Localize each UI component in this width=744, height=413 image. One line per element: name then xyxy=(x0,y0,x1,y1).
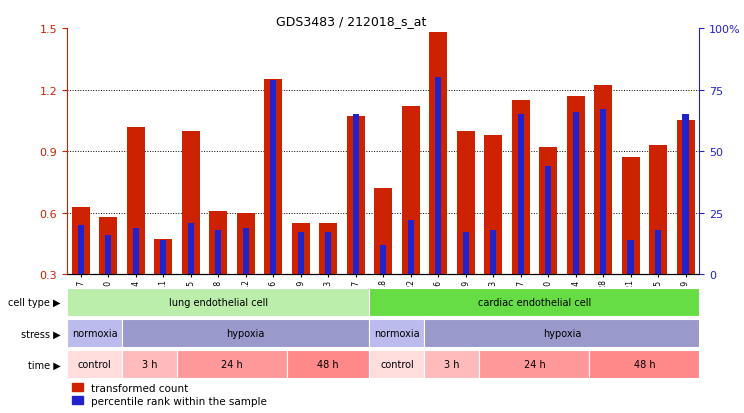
Bar xyxy=(67,289,370,316)
Bar xyxy=(132,228,139,275)
Text: hypoxia: hypoxia xyxy=(226,328,265,339)
Bar xyxy=(518,115,524,275)
Bar xyxy=(370,289,699,316)
Text: 24 h: 24 h xyxy=(221,359,243,370)
Text: normoxia: normoxia xyxy=(71,328,118,339)
Bar xyxy=(243,228,248,275)
Bar xyxy=(71,207,89,275)
Bar xyxy=(594,86,612,275)
Bar xyxy=(435,78,441,275)
Bar xyxy=(370,351,424,378)
Bar xyxy=(545,166,551,275)
Bar xyxy=(682,115,689,275)
Text: 3 h: 3 h xyxy=(141,359,157,370)
Bar xyxy=(67,320,122,347)
Bar xyxy=(677,121,695,275)
Bar xyxy=(589,351,699,378)
Bar xyxy=(627,240,634,275)
Bar xyxy=(539,148,557,275)
Bar xyxy=(99,217,117,275)
Text: 3 h: 3 h xyxy=(444,359,460,370)
Bar xyxy=(490,230,496,275)
Text: 48 h: 48 h xyxy=(318,359,339,370)
Bar xyxy=(479,351,589,378)
Bar xyxy=(287,351,370,378)
Legend: transformed count, percentile rank within the sample: transformed count, percentile rank withi… xyxy=(72,383,267,406)
Bar xyxy=(122,320,370,347)
Bar xyxy=(264,80,282,275)
Bar xyxy=(292,223,310,275)
Text: stress ▶: stress ▶ xyxy=(21,328,61,339)
Bar xyxy=(424,320,699,347)
Bar xyxy=(622,158,640,275)
Bar xyxy=(105,235,112,275)
Bar xyxy=(209,211,227,275)
Bar xyxy=(512,101,530,275)
Text: cardiac endothelial cell: cardiac endothelial cell xyxy=(478,297,591,308)
Bar xyxy=(600,110,606,275)
Bar xyxy=(567,97,585,275)
Bar xyxy=(126,127,144,275)
Bar xyxy=(457,131,475,275)
Bar xyxy=(353,115,359,275)
Bar xyxy=(122,351,177,378)
Bar xyxy=(77,225,84,275)
Bar xyxy=(380,245,386,275)
Bar xyxy=(484,135,502,275)
Text: normoxia: normoxia xyxy=(374,328,420,339)
Bar xyxy=(182,131,199,275)
Bar xyxy=(319,223,337,275)
Bar xyxy=(655,230,661,275)
Bar xyxy=(215,230,221,275)
Text: control: control xyxy=(77,359,112,370)
Bar xyxy=(67,351,122,378)
Bar xyxy=(402,107,420,275)
Text: lung endothelial cell: lung endothelial cell xyxy=(169,297,268,308)
Bar xyxy=(160,240,167,275)
Text: 48 h: 48 h xyxy=(634,359,655,370)
Text: time ▶: time ▶ xyxy=(28,359,61,370)
Title: GDS3483 / 212018_s_at: GDS3483 / 212018_s_at xyxy=(276,15,427,28)
Bar xyxy=(270,81,276,275)
Bar xyxy=(408,221,414,275)
Bar xyxy=(572,112,579,275)
Bar xyxy=(177,351,287,378)
Bar xyxy=(154,240,172,275)
Bar xyxy=(370,320,424,347)
Bar xyxy=(374,189,392,275)
Bar xyxy=(463,233,469,275)
Text: hypoxia: hypoxia xyxy=(542,328,581,339)
Bar xyxy=(237,213,254,275)
Bar xyxy=(429,33,447,275)
Bar xyxy=(298,233,304,275)
Text: control: control xyxy=(380,359,414,370)
Bar xyxy=(187,223,194,275)
Text: 24 h: 24 h xyxy=(524,359,545,370)
Bar xyxy=(650,146,667,275)
Bar xyxy=(325,233,331,275)
Bar xyxy=(347,117,365,275)
Bar xyxy=(424,351,479,378)
Text: cell type ▶: cell type ▶ xyxy=(8,297,61,308)
